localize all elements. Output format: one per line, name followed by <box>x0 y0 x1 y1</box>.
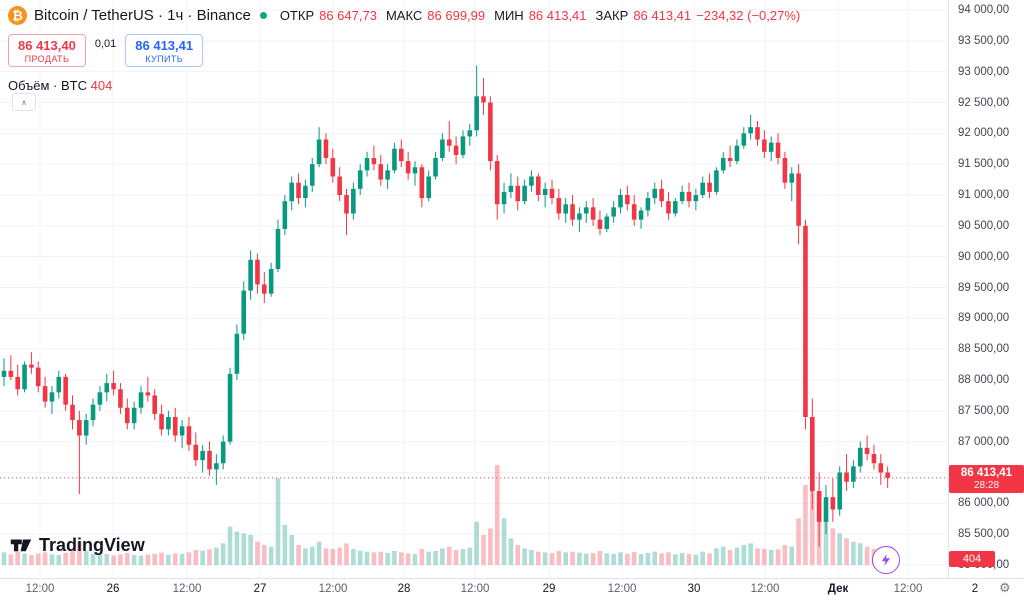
chart-plot-area[interactable]: ₿ Bitcoin / TetherUS · 1ч · Binance ОТКР… <box>0 0 948 578</box>
price-axis-label: 87 000,00 <box>958 435 1010 448</box>
time-axis-label: Дек <box>827 583 849 595</box>
price-axis-label: 88 000,00 <box>958 374 1010 386</box>
price-axis[interactable]: 86 413,41 28:28 404 94 000,00 93 500,00 93… <box>948 0 1024 578</box>
volume-axis-tag: 404 <box>949 551 995 567</box>
spread-value: 0,01 <box>94 38 117 50</box>
price-axis-label: 86 000,00 <box>958 497 1010 510</box>
price-axis-label: 94 000,00 <box>958 4 1010 16</box>
tradingview-logo-text: TradingView <box>39 534 145 555</box>
price-axis-label: 90 500,00 <box>958 219 1010 232</box>
settings-gear-icon[interactable]: ⚙ <box>999 581 1011 596</box>
tradingview-logo-icon <box>10 534 32 556</box>
sell-button[interactable]: 86 413,40 ПРОДАТЬ <box>8 34 86 67</box>
price-axis-label: 89 000,00 <box>958 312 1010 325</box>
time-axis-label: 12:00 <box>25 583 55 595</box>
lightning-icon <box>881 554 891 566</box>
volume-value: 404 <box>90 78 113 93</box>
candlestick-chart[interactable] <box>0 0 948 578</box>
time-axis[interactable]: 12:00 26 12:00 27 12:00 28 12:00 29 12:00 30 12:00… <box>0 578 1024 601</box>
low-label: МИН <box>494 8 524 23</box>
close-label: ЗАКР <box>595 8 629 23</box>
chart-legend: ₿ Bitcoin / TetherUS · 1ч · Binance ОТКР… <box>8 6 800 93</box>
low-value: 86 413,41 <box>528 8 587 23</box>
close-value: 86 413,41 <box>633 8 692 23</box>
change-value: −234,32 (−0,27%) <box>696 8 801 23</box>
price-axis-label: 90 000,00 <box>958 250 1010 263</box>
price-axis-label: 93 000,00 <box>958 65 1010 78</box>
time-axis-label: 27 <box>253 583 267 595</box>
price-axis-label: 91 500,00 <box>958 158 1010 171</box>
time-axis-label: 12:00 <box>607 583 637 595</box>
symbol-title[interactable]: Bitcoin / TetherUS · 1ч · Binance <box>34 7 251 24</box>
time-axis-label: 12:00 <box>318 583 348 595</box>
price-axis-label: 93 500,00 <box>958 34 1010 47</box>
volume-label: Объём · BTC <box>8 78 87 93</box>
price-axis-label: 89 500,00 <box>958 281 1010 294</box>
open-label: ОТКР <box>279 8 315 23</box>
time-axis-label: 2 <box>971 583 979 595</box>
high-label: МАКС <box>385 8 423 23</box>
time-axis-label: 12:00 <box>893 583 923 595</box>
last-price-label: 86 413,41 28:28 <box>949 464 1024 493</box>
time-axis-label: 28 <box>397 583 411 595</box>
legend-collapse-button[interactable]: ∧ <box>12 93 36 111</box>
price-axis-label: 92 500,00 <box>958 96 1010 109</box>
flash-boost-button[interactable] <box>872 546 900 574</box>
sell-label: ПРОДАТЬ <box>24 54 70 64</box>
open-value: 86 647,73 <box>319 8 377 23</box>
buy-label: КУПИТЬ <box>145 54 184 64</box>
time-axis-label: 26 <box>106 583 120 595</box>
price-axis-label: 87 500,00 <box>958 404 1010 417</box>
price-axis-label: 92 000,00 <box>958 127 1010 140</box>
time-axis-label: 12:00 <box>750 583 780 595</box>
ohlc-values: ОТКР 86 647,73 МАКС 86 699,99 МИН 86 413… <box>276 8 800 23</box>
bar-countdown: 28:28 <box>973 479 1000 491</box>
bitcoin-logo-icon: ₿ <box>8 6 27 25</box>
sell-price: 86 413,40 <box>18 38 76 53</box>
price-axis-label: 91 000,00 <box>958 189 1010 201</box>
time-axis-label: 12:00 <box>172 583 202 595</box>
time-axis-label: 12:00 <box>460 583 490 595</box>
volume-indicator-row[interactable]: Объём · BTC 404 <box>8 78 800 93</box>
time-axis-label: 29 <box>542 583 556 595</box>
high-value: 86 699,99 <box>427 8 486 23</box>
price-axis-label: 88 500,00 <box>958 343 1010 356</box>
price-axis-label: 85 500,00 <box>958 528 1010 541</box>
market-status-dot <box>259 12 267 19</box>
buy-price: 86 413,41 <box>135 38 194 53</box>
tradingview-watermark[interactable]: TradingView <box>10 534 145 556</box>
buy-button[interactable]: 86 413,41 КУПИТЬ <box>125 34 204 67</box>
time-axis-label: 30 <box>687 583 701 595</box>
